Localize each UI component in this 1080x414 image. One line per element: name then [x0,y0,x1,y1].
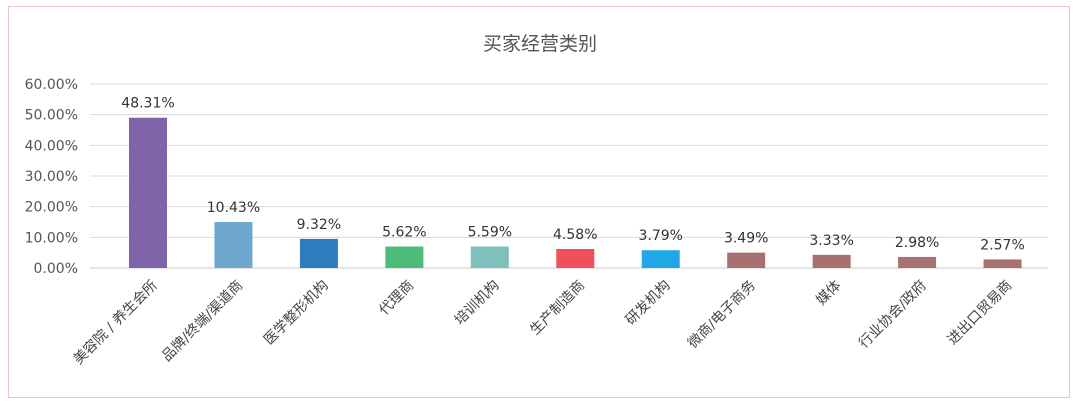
bar [984,259,1022,268]
bar [813,255,851,268]
x-tick-label: 行业协会/政府 [856,278,930,352]
x-tick-label: 生产制造商 [527,278,588,339]
y-tick-label: 0.00% [34,261,78,277]
data-label: 2.57% [980,237,1024,253]
data-label: 48.31% [121,96,174,112]
x-tick-label: 美容院 / 养生会所 [70,277,161,368]
x-tick-label: 媒体 [813,278,844,309]
y-tick-label: 50.00% [25,108,78,124]
bar [214,222,252,268]
bar [385,247,423,268]
bar [300,239,338,268]
data-label: 5.59% [468,225,512,241]
data-label: 4.58% [553,227,597,243]
bar [642,250,680,268]
data-label: 5.62% [382,225,426,241]
y-tick-label: 40.00% [25,138,78,154]
bar [727,253,765,268]
x-tick-label: 品牌/终端/渠道商 [158,277,246,365]
data-label: 9.32% [297,217,341,233]
x-tick-label: 微商/电子商务 [685,278,759,352]
data-label: 10.43% [207,200,260,216]
bar [471,247,509,268]
chart-title: 买家经营类别 [483,33,597,55]
data-label: 2.98% [895,235,939,251]
y-tick-label: 20.00% [25,200,78,216]
y-tick-label: 30.00% [25,169,78,185]
data-label: 3.33% [809,233,853,249]
bar [898,257,936,268]
x-tick-label: 研发机构 [623,278,674,329]
bar [556,249,594,268]
x-tick-label: 进出口贸易商 [945,278,1016,349]
y-tick-label: 60.00% [25,77,78,93]
data-label: 3.79% [638,228,682,244]
data-label: 3.49% [724,231,768,247]
x-tick-label: 代理商 [376,278,417,319]
bar [129,118,167,268]
x-tick-label: 培训机构 [452,278,503,329]
x-tick-label: 医学整形机构 [261,278,332,349]
y-tick-label: 10.00% [25,230,78,246]
